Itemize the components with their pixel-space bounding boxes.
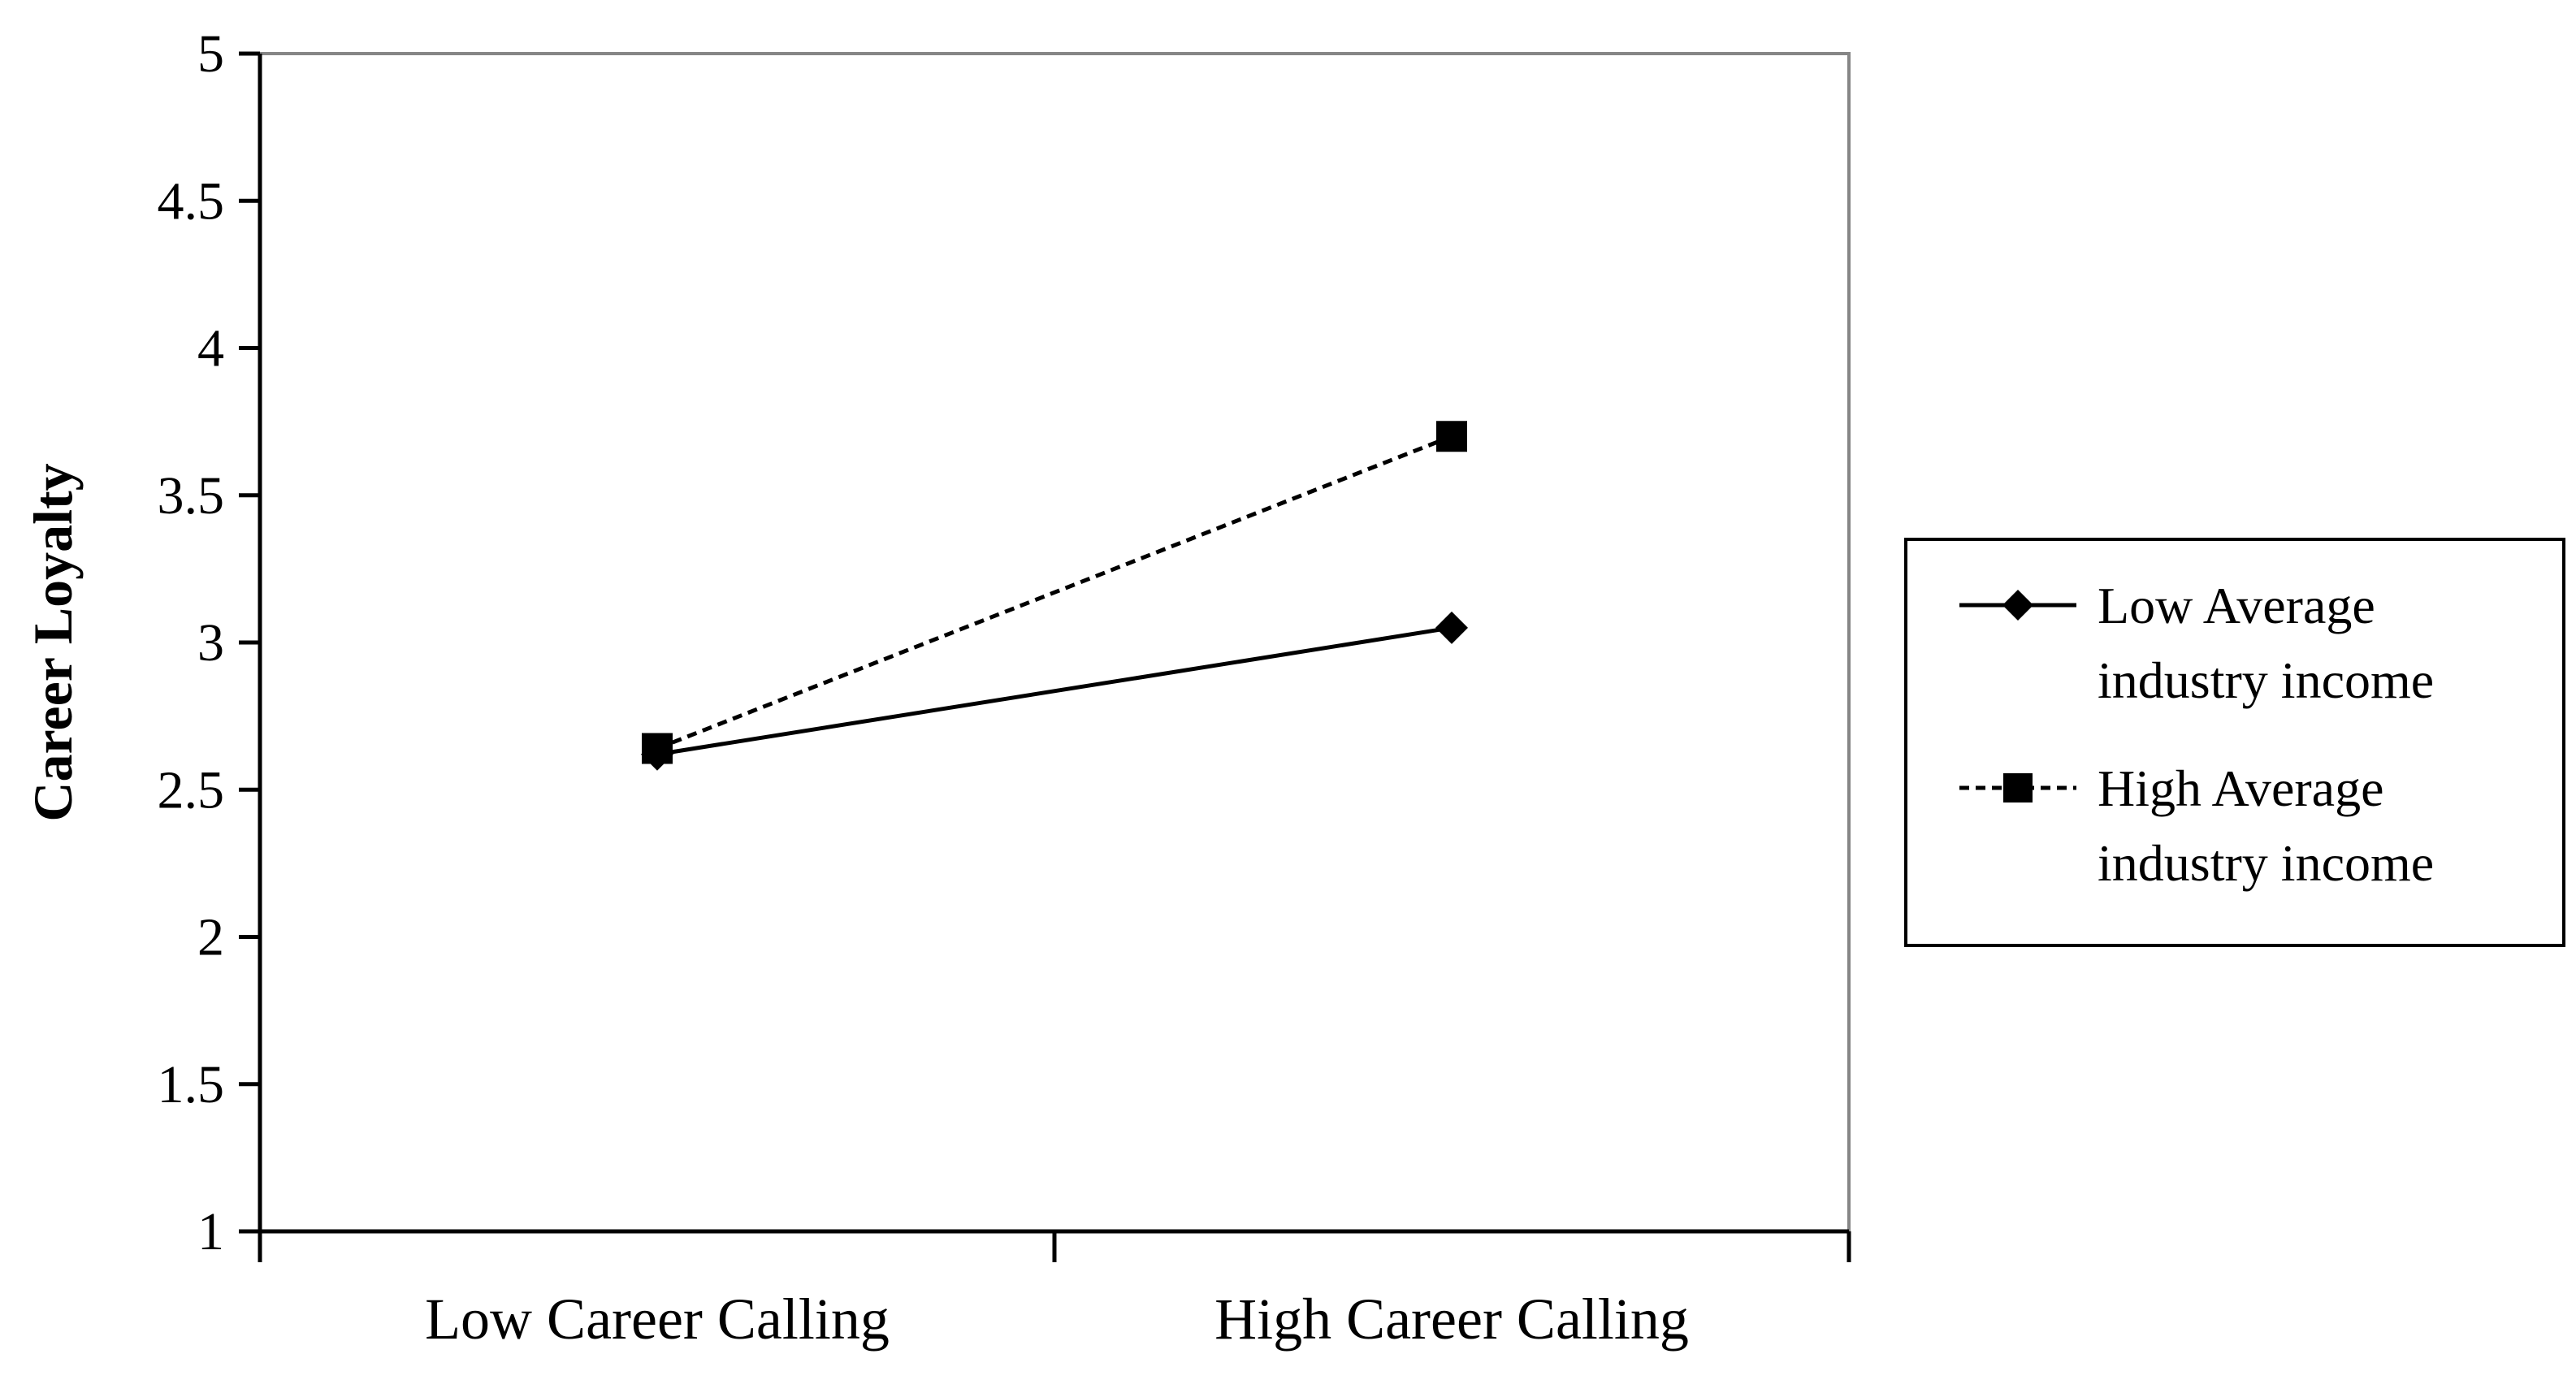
- y-axis-ticks: 1 1.5 2 2.5 3 3.5 4 4.5 5: [158, 24, 260, 1261]
- x-category-label: Low Career Calling: [425, 1287, 890, 1352]
- y-tick-label: 1.5: [158, 1055, 225, 1114]
- data-point-square: [642, 733, 673, 764]
- legend-marker-square: [2003, 773, 2033, 802]
- series-line-high-income: [656, 434, 1453, 751]
- data-point-square: [1436, 421, 1467, 452]
- legend-label: Low Average industry income: [2098, 577, 2434, 709]
- x-category-label: High Career Calling: [1214, 1287, 1689, 1352]
- y-tick-label: 3: [197, 613, 224, 673]
- y-tick-label: 4.5: [158, 171, 225, 231]
- series-line-low-income: [656, 625, 1453, 757]
- data-point-diamond: [1435, 611, 1468, 644]
- y-tick-label: 2: [197, 908, 224, 967]
- series-layer: [641, 421, 1468, 771]
- legend-marker-diamond: [2002, 590, 2033, 621]
- legend: Low Average industry income High Average in…: [1904, 538, 2565, 947]
- y-axis-title: Career Loyalty: [22, 463, 84, 821]
- y-tick-label: 5: [197, 24, 224, 84]
- plot-area: [258, 52, 1851, 1234]
- legend-label: High Average industry income: [2098, 759, 2434, 892]
- y-tick-label: 4: [197, 319, 224, 379]
- y-tick-label: 2.5: [158, 760, 225, 820]
- y-tick-label: 1: [197, 1202, 224, 1261]
- plot-frame: [258, 52, 1851, 1233]
- x-axis-ticks: Low Career Calling High Career Calling: [258, 1231, 1851, 1352]
- y-tick-label: 3.5: [158, 466, 225, 526]
